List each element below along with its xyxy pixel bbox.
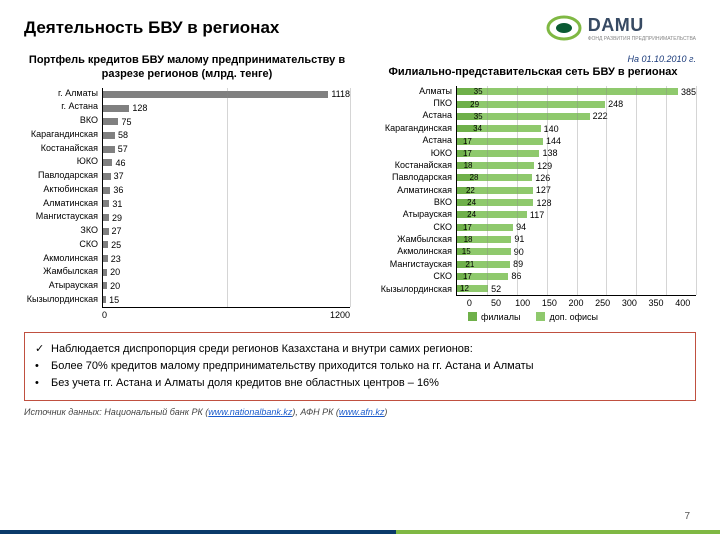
footer-accent-bar <box>0 530 720 534</box>
chart1-bar <box>103 228 109 235</box>
chart2-category: ВКО <box>370 197 452 209</box>
date-note: На 01.10.2010 г. <box>370 54 696 64</box>
chart2-category: Кызылординская <box>370 284 452 296</box>
chart1-category: ВКО <box>24 115 98 129</box>
chart1-category: Кызылординская <box>24 294 98 308</box>
chart1-category: Павлодарская <box>24 170 98 184</box>
chart1-value: 36 <box>113 185 123 195</box>
chart2-category: Атырауская <box>370 209 452 221</box>
chart1-category: Алматинская <box>24 198 98 212</box>
chart2-category: Костанайская <box>370 160 452 172</box>
chart2-bar <box>457 125 541 132</box>
chart2-category: Астана <box>370 110 452 122</box>
source-line: Источник данных: Национальный банк РК (w… <box>0 401 720 423</box>
legend-item-2: доп. офисы <box>549 312 598 322</box>
chart1-category: г. Астана <box>24 101 98 115</box>
chart1-value: 20 <box>110 267 120 277</box>
chart1-value: 23 <box>111 254 121 264</box>
note-item-1: Более 70% кредитов малому предпринимател… <box>51 360 534 372</box>
chart2-category: Мангистауская <box>370 259 452 271</box>
chart-credits: Портфель кредитов БВУ малому предпринима… <box>24 54 350 322</box>
chart1-bar <box>103 132 115 139</box>
chart1-value: 25 <box>111 240 121 250</box>
chart1-title: Портфель кредитов БВУ малому предпринима… <box>24 54 350 82</box>
note-headline: Наблюдается диспропорция среди регионов … <box>51 343 473 355</box>
chart1-value: 58 <box>118 130 128 140</box>
chart2-bar <box>457 101 605 108</box>
chart1-category: СКО <box>24 239 98 253</box>
chart2-category: Павлодарская <box>370 172 452 184</box>
chart2-title: Филиально-представительская сеть БВУ в р… <box>370 66 696 80</box>
chart1-bar <box>103 200 109 207</box>
page-title: Деятельность БВУ в регионах <box>24 18 279 38</box>
logo-text: DAMU <box>588 15 644 35</box>
bullet-check-icon: ✓ <box>35 342 44 356</box>
chart2-category: СКО <box>370 271 452 283</box>
chart1-category: ЮКО <box>24 156 98 170</box>
chart1-bar <box>103 146 115 153</box>
chart1-value: 75 <box>121 117 131 127</box>
source-link-2[interactable]: www.afn.kz <box>339 407 385 417</box>
chart2-category: Астана <box>370 135 452 147</box>
chart1-bar <box>103 241 108 248</box>
chart1-category: г. Алматы <box>24 88 98 102</box>
chart1-value: 15 <box>109 295 119 305</box>
chart1-category: Мангистауская <box>24 211 98 225</box>
note-item-2: Без учета гг. Астана и Алматы доля креди… <box>51 377 439 389</box>
source-link-1[interactable]: www.nationalbank.kz <box>208 407 292 417</box>
chart1-category: Карагандинская <box>24 129 98 143</box>
chart2-bar <box>457 88 678 95</box>
chart1-value: 57 <box>118 144 128 154</box>
chart1-category: Жамбылская <box>24 266 98 280</box>
chart1-bar <box>103 173 111 180</box>
logo: DAMU ФОНД РАЗВИТИЯ ПРЕДПРИНИМАТЕЛЬСТВА <box>546 14 696 42</box>
chart2-category: Алматы <box>370 86 452 98</box>
chart1-category: ЗКО <box>24 225 98 239</box>
chart1-bar <box>103 296 106 303</box>
chart1-bar <box>103 255 108 262</box>
chart2-bar <box>457 174 532 181</box>
legend-item-1: филиалы <box>481 312 520 322</box>
chart2-category: Акмолинская <box>370 246 452 258</box>
chart1-category: Атырауская <box>24 280 98 294</box>
logo-swirl-icon <box>546 14 582 42</box>
chart1-bar <box>103 91 328 98</box>
chart1-category: Актюбинская <box>24 184 98 198</box>
chart1-bar <box>103 187 110 194</box>
chart1-bar <box>103 282 107 289</box>
logo-subtitle: ФОНД РАЗВИТИЯ ПРЕДПРИНИМАТЕЛЬСТВА <box>588 36 696 42</box>
chart2-category: Карагандинская <box>370 123 452 135</box>
chart1-bar <box>103 269 107 276</box>
notes-box: ✓ Наблюдается диспропорция среди регионов… <box>24 332 696 401</box>
chart1-value: 46 <box>115 158 125 168</box>
chart1-category: Акмолинская <box>24 253 98 267</box>
chart2-category: ПКО <box>370 98 452 110</box>
chart1-value: 37 <box>114 171 124 181</box>
chart1-bar <box>103 118 118 125</box>
chart1-value: 27 <box>112 226 122 236</box>
chart1-value: 31 <box>112 199 122 209</box>
chart1-bar <box>103 159 112 166</box>
chart-branches: На 01.10.2010 г. Филиально-представитель… <box>370 54 696 322</box>
chart2-category: ЮКО <box>370 148 452 160</box>
chart2-category: Жамбылская <box>370 234 452 246</box>
chart1-value: 20 <box>110 281 120 291</box>
bullet-dot-icon: • <box>35 359 39 373</box>
page-number: 7 <box>684 511 690 522</box>
chart2-legend: филиалы доп. офисы <box>370 312 696 322</box>
bullet-dot-icon: • <box>35 376 39 390</box>
chart2-category: СКО <box>370 222 452 234</box>
chart2-category: Алматинская <box>370 185 452 197</box>
chart1-value: 128 <box>132 103 147 113</box>
chart1-bar <box>103 105 129 112</box>
chart1-value: 29 <box>112 213 122 223</box>
chart1-bar <box>103 214 109 221</box>
chart1-category: Костанайская <box>24 143 98 157</box>
chart1-value: 1118 <box>331 89 350 99</box>
